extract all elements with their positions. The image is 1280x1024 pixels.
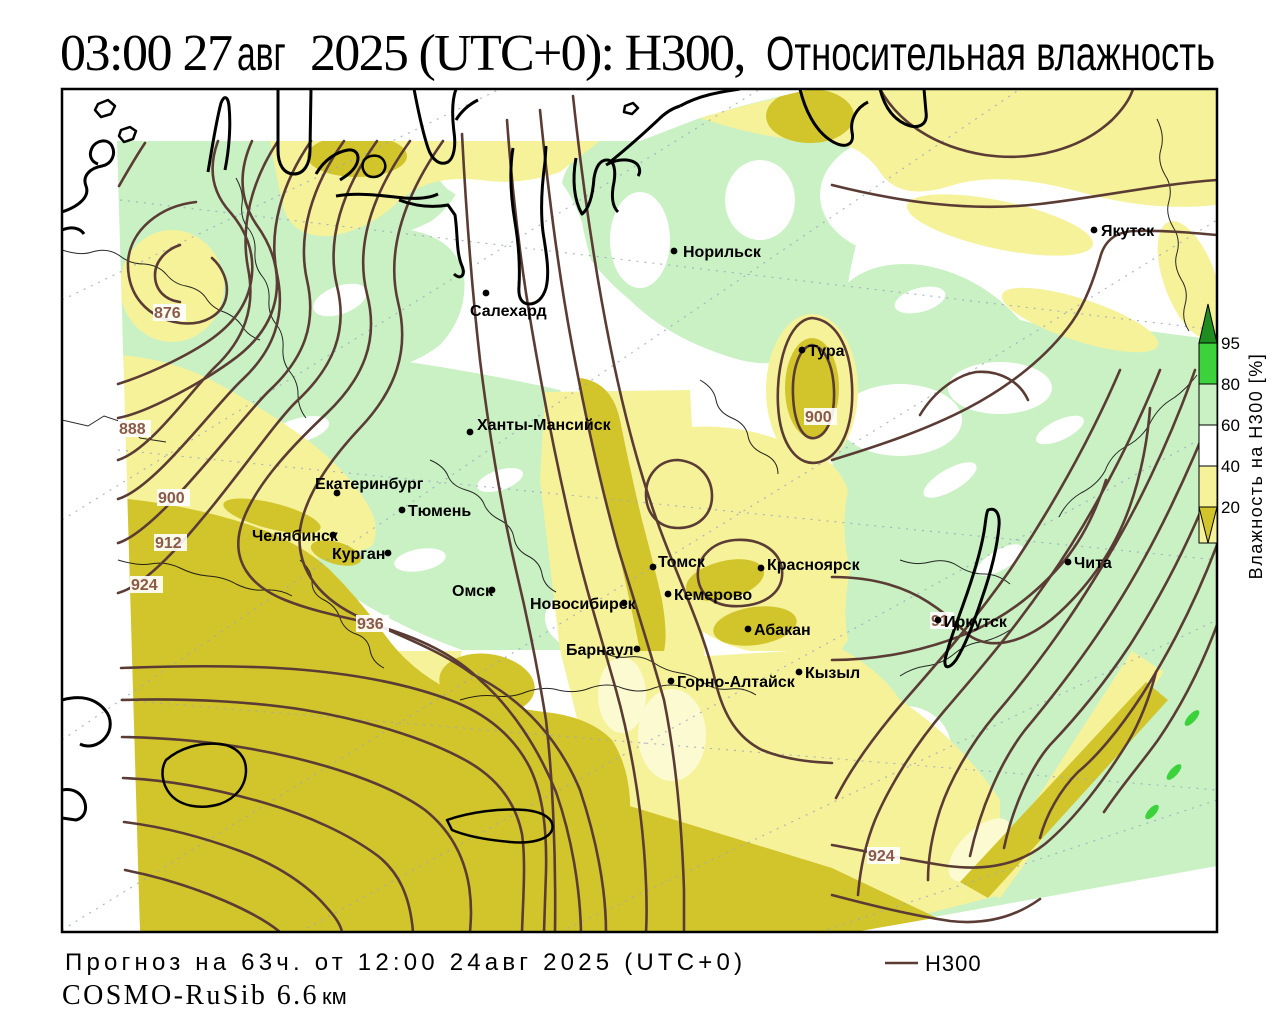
svg-text:2025 (UTC+0): H300,: 2025 (UTC+0): H300, (310, 25, 745, 82)
svg-text:40: 40 (1221, 457, 1240, 476)
svg-text:60: 60 (1221, 416, 1240, 435)
svg-text:Ханты-Мансийск: Ханты-Мансийск (477, 417, 612, 434)
svg-text:900: 900 (805, 409, 832, 426)
svg-text:Курган: Курган (332, 546, 385, 563)
svg-text:Челябинск: Челябинск (252, 528, 339, 545)
svg-text:Тура: Тура (808, 343, 845, 360)
svg-text:Салехард: Салехард (470, 303, 547, 320)
svg-text:924: 924 (868, 848, 895, 865)
svg-text:95: 95 (1221, 334, 1240, 353)
svg-text:H300: H300 (925, 951, 982, 976)
svg-text:Омск: Омск (452, 583, 494, 600)
svg-text:Тюмень: Тюмень (408, 503, 471, 520)
svg-text:Кемерово: Кемерово (674, 587, 752, 604)
svg-text:Относительная влажность: Относительная влажность (766, 27, 1215, 81)
svg-text:Влажность на H300 [%]: Влажность на H300 [%] (1246, 353, 1266, 580)
svg-text:Норильск: Норильск (683, 244, 762, 261)
svg-text:80: 80 (1221, 375, 1240, 394)
svg-text:Чита: Чита (1074, 555, 1112, 572)
svg-text:900: 900 (158, 490, 185, 507)
svg-text:888: 888 (119, 421, 146, 438)
svg-text:км: км (322, 984, 347, 1009)
svg-text:Абакан: Абакан (754, 622, 811, 639)
svg-text:03:00 27: 03:00 27 (60, 25, 232, 82)
svg-text:Новосибирск: Новосибирск (530, 596, 637, 613)
svg-text:COSMO-RuSib 6.6: COSMO-RuSib 6.6 (62, 980, 319, 1011)
svg-text:Томск: Томск (658, 554, 706, 571)
svg-text:авг: авг (237, 26, 286, 80)
svg-text:924: 924 (131, 577, 158, 594)
svg-text:Кызыл: Кызыл (805, 665, 860, 682)
svg-text:20: 20 (1221, 498, 1240, 517)
svg-text:876: 876 (154, 305, 181, 322)
svg-text:Прогноз на 63ч. от 12:00 24авг: Прогноз на 63ч. от 12:00 24авг 2025 (UTC… (65, 949, 746, 976)
svg-text:Иркутск: Иркутск (944, 614, 1008, 631)
svg-text:Якутск: Якутск (1101, 223, 1155, 240)
svg-text:Горно-Алтайск: Горно-Алтайск (677, 674, 796, 691)
svg-text:Екатеринбург: Екатеринбург (315, 476, 424, 493)
svg-text:936: 936 (357, 616, 384, 633)
svg-text:912: 912 (155, 535, 182, 552)
svg-text:Красноярск: Красноярск (767, 557, 861, 574)
svg-text:Барнаул: Барнаул (566, 642, 634, 659)
